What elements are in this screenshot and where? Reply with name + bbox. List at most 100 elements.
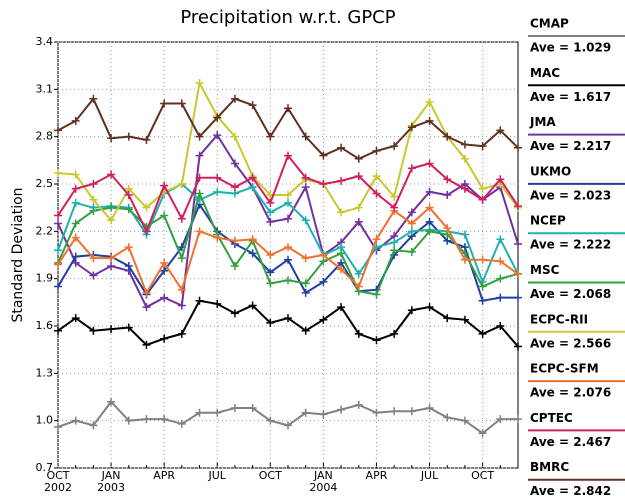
- point-marker: [301, 408, 310, 417]
- point-marker: [160, 258, 169, 267]
- point-marker: [514, 202, 522, 211]
- point-marker: [142, 415, 151, 424]
- point-marker: [213, 187, 222, 196]
- point-marker: [160, 211, 169, 220]
- legend-average: Ave = 2.068: [530, 287, 611, 301]
- point-marker: [496, 293, 505, 302]
- point-marker: [390, 192, 399, 201]
- point-marker: [478, 142, 487, 151]
- point-marker: [514, 293, 522, 302]
- x-tick-label: APR: [153, 469, 175, 482]
- point-marker: [425, 217, 434, 226]
- point-marker: [230, 404, 239, 413]
- point-marker: [195, 132, 204, 141]
- point-marker: [54, 326, 62, 335]
- point-marker: [460, 255, 469, 264]
- point-marker: [160, 99, 169, 108]
- point-marker: [443, 132, 452, 141]
- point-marker: [213, 408, 222, 417]
- point-marker: [337, 405, 346, 414]
- point-marker: [390, 238, 399, 247]
- point-marker: [478, 282, 487, 291]
- point-marker: [354, 172, 363, 181]
- point-marker: [319, 277, 328, 286]
- point-marker: [124, 191, 133, 200]
- legend-name: ECPC-RII: [530, 312, 588, 326]
- y-tick-label: 1.3: [36, 366, 54, 379]
- point-marker: [248, 183, 257, 192]
- point-marker: [54, 126, 62, 135]
- point-marker: [284, 243, 292, 252]
- point-marker: [54, 282, 62, 291]
- point-marker: [425, 116, 434, 125]
- point-marker: [266, 198, 275, 207]
- point-marker: [54, 219, 62, 228]
- point-marker: [124, 323, 133, 332]
- point-marker: [177, 419, 186, 428]
- point-marker: [124, 132, 133, 141]
- legend-average: Ave = 2.222: [530, 238, 611, 252]
- point-marker: [443, 314, 452, 323]
- point-marker: [195, 408, 204, 417]
- legend-average: Ave = 2.467: [530, 435, 611, 449]
- point-marker: [407, 123, 416, 132]
- point-marker: [213, 173, 222, 182]
- point-marker: [390, 246, 399, 255]
- point-marker: [425, 187, 434, 196]
- point-marker: [425, 203, 434, 212]
- point-marker: [71, 233, 80, 242]
- point-marker: [107, 254, 116, 263]
- point-marker: [460, 184, 469, 193]
- point-marker: [160, 415, 169, 424]
- point-marker: [230, 159, 239, 168]
- point-marker: [354, 154, 363, 163]
- point-marker: [71, 416, 80, 425]
- point-marker: [337, 265, 346, 274]
- point-marker: [89, 271, 98, 280]
- x-tick-label: JUL: [420, 469, 439, 482]
- legend-average: Ave = 2.566: [530, 336, 611, 350]
- x-tick-label: OCT: [46, 469, 69, 482]
- y-tick-label: 0.7: [36, 461, 54, 474]
- point-marker: [514, 342, 522, 351]
- point-marker: [248, 173, 257, 182]
- point-marker: [301, 254, 310, 263]
- point-marker: [266, 279, 275, 288]
- point-marker: [284, 198, 292, 207]
- point-marker: [177, 99, 186, 108]
- point-marker: [284, 151, 292, 160]
- legend-average: Ave = 2.076: [530, 386, 611, 400]
- point-marker: [319, 151, 328, 160]
- legend-name: CMAP: [530, 17, 569, 31]
- point-marker: [372, 172, 381, 181]
- point-marker: [89, 326, 98, 335]
- point-marker: [478, 195, 487, 204]
- legend-name: MSC: [530, 263, 560, 277]
- point-marker: [478, 296, 487, 305]
- point-marker: [337, 303, 346, 312]
- point-marker: [478, 255, 487, 264]
- point-marker: [248, 101, 257, 110]
- point-marker: [460, 416, 469, 425]
- point-marker: [177, 254, 186, 263]
- point-marker: [54, 168, 62, 177]
- point-marker: [496, 175, 505, 184]
- point-marker: [354, 282, 363, 291]
- point-marker: [425, 159, 434, 168]
- point-marker: [177, 214, 186, 223]
- legend-name: JMA: [529, 115, 556, 129]
- point-marker: [496, 322, 505, 330]
- legend-average: Ave = 1.029: [530, 41, 611, 55]
- legend-name: UKMO: [530, 164, 571, 178]
- point-marker: [195, 173, 204, 182]
- point-marker: [213, 233, 222, 242]
- point-marker: [284, 104, 292, 113]
- point-marker: [425, 404, 434, 413]
- point-marker: [478, 184, 487, 193]
- point-marker: [460, 315, 469, 324]
- point-marker: [284, 314, 292, 323]
- point-marker: [177, 285, 186, 294]
- x-tick-label: JAN: [313, 469, 333, 482]
- point-marker: [107, 134, 116, 143]
- point-marker: [124, 205, 133, 214]
